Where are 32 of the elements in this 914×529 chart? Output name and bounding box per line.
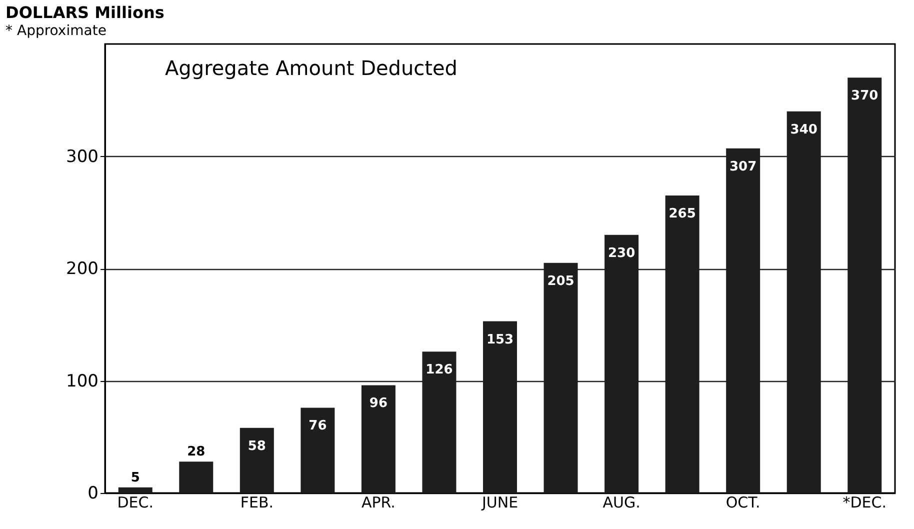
x-tick-label: APR. [361, 494, 396, 512]
bar [361, 385, 396, 493]
y-tick-label: 200 [66, 259, 98, 279]
data-label: 265 [668, 206, 696, 222]
y-tick-label: 0 [88, 484, 98, 504]
y-axis-title: DOLLARS Millions [6, 3, 164, 22]
data-label: 5 [130, 470, 140, 486]
y-tick-label: 100 [66, 371, 98, 392]
data-label: 58 [248, 438, 266, 454]
data-label: 28 [187, 444, 206, 460]
data-label: 126 [426, 362, 453, 378]
data-label: 96 [369, 396, 388, 412]
text: Aggregate Amount Deducted [165, 56, 458, 80]
bar [179, 462, 214, 493]
data-label: 76 [308, 418, 327, 434]
x-tick-label: DEC. [117, 494, 154, 512]
x-tick-label: JUNE [480, 494, 518, 512]
data-label: 205 [547, 274, 574, 289]
data-label: 340 [790, 122, 818, 138]
bar [300, 408, 335, 493]
bar [118, 487, 152, 493]
data-label: 370 [851, 88, 878, 104]
bar [240, 428, 274, 493]
x-tick-label: *DEC. [842, 494, 887, 512]
data-label: 230 [608, 246, 636, 261]
data-label: 307 [730, 159, 757, 174]
x-tick-label: AUG. [602, 494, 640, 512]
x-tick-label: FEB. [240, 494, 274, 512]
text: * Approximate [6, 23, 106, 39]
x-tick-label: OCT. [726, 494, 760, 512]
y-tick-label: 300 [66, 146, 98, 167]
data-label: 153 [486, 332, 514, 348]
